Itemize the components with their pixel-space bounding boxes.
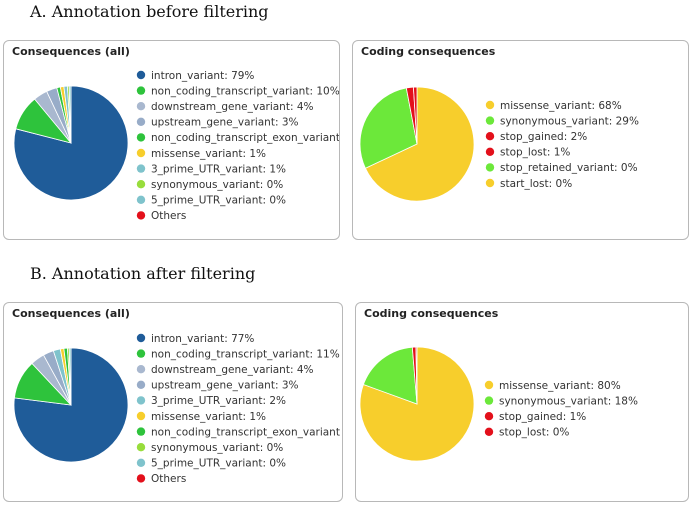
- legend-label-intron-variant: intron_variant: 77%: [151, 333, 254, 345]
- legend-marker-stop-lost: [485, 147, 495, 156]
- legend-label-missense-variant: missense_variant: 1%: [151, 148, 266, 160]
- legend-label-5-prime-utr-variant: 5_prime_UTR_variant: 0%: [151, 195, 286, 207]
- legend-label-non-coding-transcript-exon-variant: non_coding_transcript_exon_variant: [151, 426, 340, 438]
- legend-label-stop-retained-variant: stop_retained_variant: 0%: [500, 162, 638, 174]
- pie-slice-intron-variant: [13, 347, 129, 463]
- legend-label-synonymous-variant: synonymous_variant: 0%: [151, 179, 283, 191]
- legend-marker-synonymous-variant: [136, 443, 146, 452]
- legend-label-synonymous-variant: synonymous_variant: 0%: [151, 442, 283, 454]
- legend-marker-missense-variant: [136, 411, 146, 421]
- legend-label-stop-lost: stop_lost: 1%: [500, 147, 570, 159]
- legend-label-missense-variant: missense_variant: 68%: [500, 100, 622, 112]
- legend-label-5-prime-utr-variant: 5_prime_UTR_variant: 0%: [151, 458, 286, 470]
- legend-label-start-lost: start_lost: 0%: [500, 178, 572, 190]
- section-a-title: A. Annotation before filtering: [30, 2, 269, 21]
- panel-title: Consequences (all): [12, 307, 130, 320]
- legend-marker-downstream-gene-variant: [136, 102, 146, 111]
- legend-marker-non-coding-transcript-exon-variant: [136, 427, 146, 436]
- legend-marker-intron-variant: [136, 70, 146, 80]
- legend-label-synonymous-variant: synonymous_variant: 18%: [499, 395, 638, 407]
- legend-marker-5-prime-utr-variant: [136, 195, 146, 204]
- legend-marker-missense-variant: [136, 148, 146, 158]
- pie-slice-missense-variant: [364, 86, 475, 202]
- legend-label-stop-lost: stop_lost: 0%: [499, 427, 569, 439]
- legend-label-non-coding-transcript-exon-variant: non_coding_transcript_exon_variant: [151, 132, 340, 144]
- legend-label-missense-variant: missense_variant: 1%: [151, 411, 266, 423]
- chart-panel-consequences-all-before: Consequences (all) intron_variant: 79% no…: [3, 40, 340, 240]
- legend-marker-upstream-gene-variant: [136, 117, 146, 127]
- legend-marker-downstream-gene-variant: [136, 365, 146, 374]
- legend-marker-stop-retained-variant: [485, 163, 495, 172]
- legend-marker-stop-lost: [484, 427, 494, 436]
- legend-label-3-prime-utr-variant: 3_prime_UTR_variant: 2%: [151, 395, 286, 407]
- legend-label-non-coding-transcript-variant: non_coding_transcript_variant: 10%: [151, 85, 340, 97]
- legend-marker-synonymous-variant: [484, 396, 494, 405]
- legend-label-upstream-gene-variant: upstream_gene_variant: 3%: [151, 380, 298, 392]
- legend-marker-non-coding-transcript-exon-variant: [136, 133, 146, 142]
- legend-marker-3-prime-utr-variant: [136, 164, 146, 173]
- pie-chart-svg: missense_variant: 80% synonymous_variant:…: [359, 346, 638, 462]
- legend-marker-start-lost: [485, 178, 495, 188]
- legend-marker-3-prime-utr-variant: [136, 396, 146, 405]
- chart-panel-coding-consequences-after: Coding consequences missense_variant: 80…: [355, 302, 689, 502]
- legend-marker-non-coding-transcript-variant: [136, 86, 146, 95]
- legend-marker-missense-variant: [485, 100, 495, 110]
- legend-marker-intron-variant: [136, 333, 146, 343]
- panel-title: Coding consequences: [364, 307, 499, 320]
- legend-marker-others: [136, 211, 146, 220]
- legend-marker-synonymous-variant: [136, 180, 146, 189]
- pie-chart-svg: missense_variant: 68% synonymous_variant:…: [359, 86, 639, 202]
- legend-marker-stop-gained: [485, 132, 495, 141]
- legend-label-stop-gained: stop_gained: 2%: [500, 131, 587, 143]
- pie-slice-missense-variant: [359, 346, 475, 462]
- pie-slice-synonymous-variant: [362, 346, 418, 405]
- legend-marker-missense-variant: [484, 380, 494, 390]
- legend-marker-others: [136, 474, 146, 483]
- legend-marker-synonymous-variant: [485, 116, 495, 125]
- legend-marker-stop-gained: [484, 412, 494, 421]
- section-b-title: B. Annotation after filtering: [30, 264, 256, 283]
- legend-label-downstream-gene-variant: downstream_gene_variant: 4%: [151, 101, 314, 113]
- legend-label-non-coding-transcript-variant: non_coding_transcript_variant: 11%: [151, 348, 340, 360]
- pie-slice-synonymous-variant: [359, 87, 418, 169]
- legend-label-3-prime-utr-variant: 3_prime_UTR_variant: 1%: [151, 163, 286, 175]
- panel-title: Consequences (all): [12, 45, 130, 58]
- legend-marker-5-prime-utr-variant: [136, 458, 146, 467]
- legend-label-missense-variant: missense_variant: 80%: [499, 380, 621, 392]
- chart-panel-consequences-all-after: Consequences (all) intron_variant: 77% no…: [3, 302, 343, 502]
- legend-label-others: Others: [151, 473, 186, 485]
- pie-slice-5-prime-utr-variant: [68, 347, 72, 406]
- legend-label-others: Others: [151, 210, 186, 222]
- legend-marker-upstream-gene-variant: [136, 380, 146, 389]
- legend-label-stop-gained: stop_gained: 1%: [499, 411, 586, 423]
- pie-slice-5-prime-utr-variant: [68, 85, 72, 144]
- legend-label-upstream-gene-variant: upstream_gene_variant: 3%: [151, 117, 298, 129]
- pie-chart-svg: intron_variant: 79% non_coding_transcript…: [13, 70, 340, 222]
- legend-marker-non-coding-transcript-variant: [136, 349, 146, 358]
- pie-chart-svg: intron_variant: 77% non_coding_transcript…: [13, 333, 340, 485]
- legend-label-intron-variant: intron_variant: 79%: [151, 70, 254, 82]
- panel-title: Coding consequences: [361, 45, 496, 58]
- chart-panel-coding-consequences-before: Coding consequences missense_variant: 68…: [352, 40, 689, 240]
- pie-slice-stop-lost: [412, 86, 418, 145]
- legend-label-downstream-gene-variant: downstream_gene_variant: 4%: [151, 364, 314, 376]
- legend-label-synonymous-variant: synonymous_variant: 29%: [500, 115, 639, 127]
- pie-slice-stop-lost: [415, 346, 418, 405]
